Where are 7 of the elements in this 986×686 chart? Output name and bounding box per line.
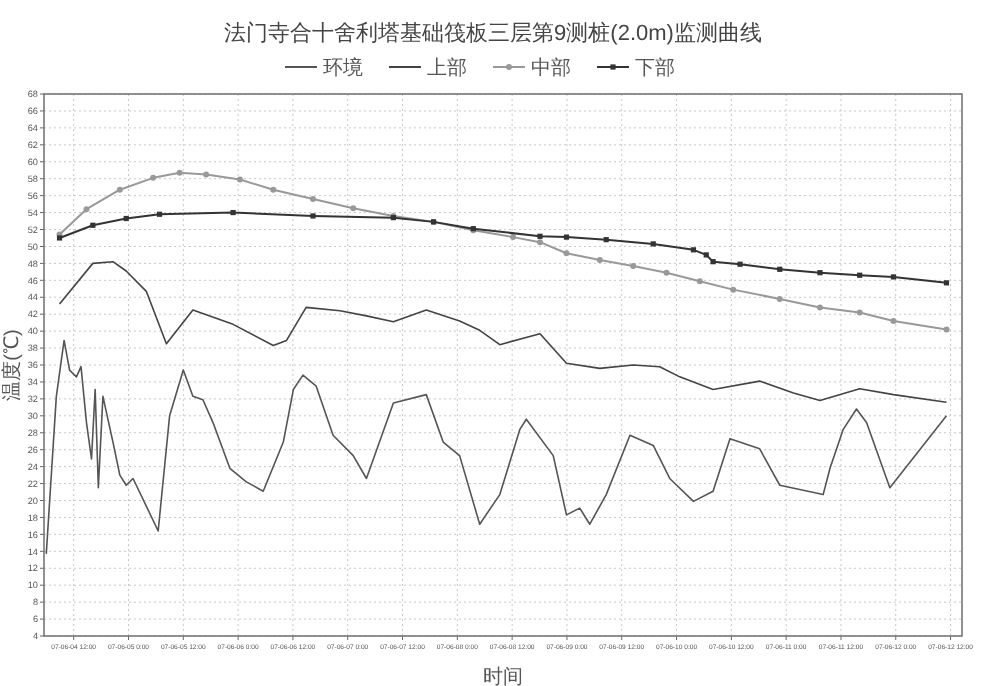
legend-label: 环境 — [323, 56, 363, 80]
y-axis-title: 温度(℃) — [0, 329, 24, 401]
legend-label: 中部 — [531, 56, 571, 80]
legend-label: 上部 — [427, 56, 467, 80]
legend-label: 下部 — [635, 56, 675, 80]
chart-title: 法门寺合十舍利塔基础筏板三层第9测桩(2.0m)监测曲线 — [224, 20, 762, 46]
x-axis-title: 时间 — [483, 665, 523, 686]
